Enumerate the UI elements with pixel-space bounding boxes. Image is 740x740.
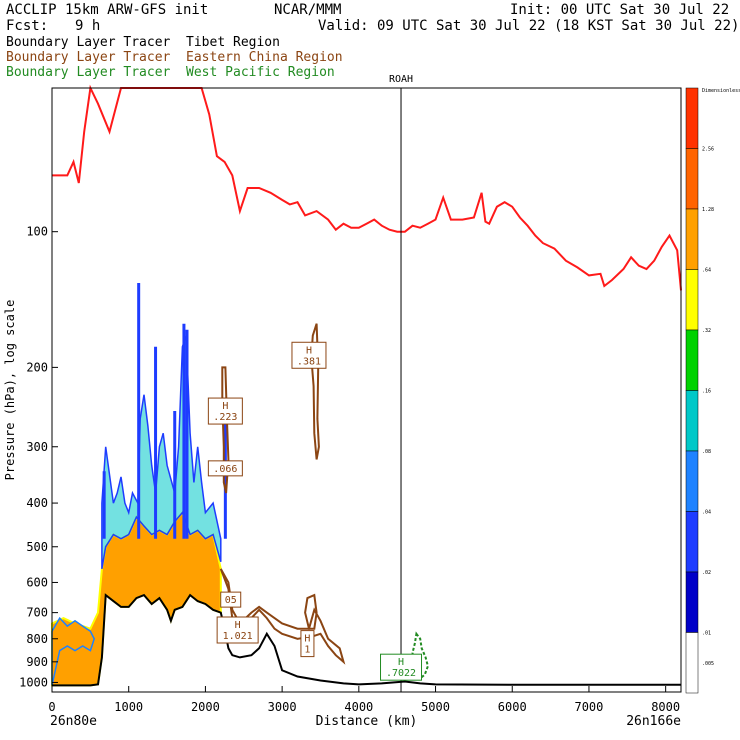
colorbar-label: .16 xyxy=(702,389,711,395)
maximum-label: H xyxy=(304,634,310,645)
init-time: Init: 00 UTC Sat 30 Jul 22 xyxy=(510,2,730,18)
y-tick-label: 700 xyxy=(26,606,48,620)
legend-prefix: Boundary Layer Tracer xyxy=(6,50,171,65)
colorbar-segment xyxy=(685,208,699,270)
model-title: ACCLIP 15km ARW-GFS init xyxy=(6,2,209,18)
legend-line-tibet: Boundary Layer Tracer Tibet Region xyxy=(6,36,280,50)
x-tick-label: 1000 xyxy=(114,700,143,714)
tropopause-line xyxy=(52,84,682,291)
maximum-label: H xyxy=(306,345,312,356)
colorbar-label: .08 xyxy=(702,449,711,455)
roah-marker-label: ROAH xyxy=(389,74,413,85)
right-endpoint-label: 26n166e xyxy=(626,714,681,729)
legend-line-eastern-china: Boundary Layer Tracer Eastern China Regi… xyxy=(6,51,343,65)
x-tick-label: 2000 xyxy=(191,700,220,714)
maximum-label: 05 xyxy=(225,595,237,606)
y-tick-label: 600 xyxy=(26,575,48,589)
valid-time: Valid: 09 UTC Sat 30 Jul 22 (18 KST Sat … xyxy=(318,18,740,34)
maximum-label: 1.021 xyxy=(223,631,253,642)
colorbar-label: .32 xyxy=(702,328,711,334)
colorbar-segment xyxy=(685,390,699,452)
legend-region: Tibet Region xyxy=(186,35,280,50)
colorbar-segment xyxy=(685,450,699,512)
colorbar-segment xyxy=(685,632,699,694)
y-tick-label: 1000 xyxy=(19,675,48,689)
plot-frame xyxy=(51,87,682,693)
colorbar-segment xyxy=(685,87,699,149)
tracer-fill-left xyxy=(51,616,96,686)
maximum-label: H xyxy=(398,657,404,668)
maximum-box xyxy=(207,460,243,477)
maximum-box xyxy=(207,397,243,425)
maximum-label: .381 xyxy=(297,356,321,367)
y-tick-label: 400 xyxy=(26,496,48,510)
maximum-label: 1 xyxy=(304,645,310,656)
left-endpoint-label: 26n80e xyxy=(50,714,97,729)
y-tick-label: 200 xyxy=(26,360,48,374)
maximum-label: .223 xyxy=(213,412,237,423)
colorbar-label: .01 xyxy=(702,631,711,637)
maximum-box xyxy=(220,591,242,608)
x-tick-label: 8000 xyxy=(651,700,680,714)
colorbar-label: .005 xyxy=(702,661,714,667)
y-tick-label: 300 xyxy=(26,440,48,454)
legend-prefix: Boundary Layer Tracer xyxy=(6,35,171,50)
maximum-box xyxy=(300,630,315,658)
maximum-label: .7022 xyxy=(386,668,416,679)
colorbar-segment xyxy=(685,269,699,331)
colorbar-label: 2.56 xyxy=(702,147,714,153)
maximum-label: .066 xyxy=(213,464,237,475)
colorbar-label: Dimensionless xyxy=(702,88,740,94)
x-tick-label: 3000 xyxy=(268,700,297,714)
maximum-box xyxy=(291,341,327,369)
colorbar-label: .02 xyxy=(702,570,711,576)
fcst-value: 9 h xyxy=(75,18,101,34)
legend-region: West Pacific Region xyxy=(186,65,335,80)
maximum-box xyxy=(380,653,423,681)
y-tick-label: 900 xyxy=(26,655,48,669)
legend-region: Eastern China Region xyxy=(186,50,343,65)
colorbar-segment xyxy=(685,511,699,573)
colorbar-segment xyxy=(685,148,699,210)
maximum-label: H xyxy=(235,620,241,631)
colorbar-segment xyxy=(685,571,699,633)
eastern-china-contour xyxy=(219,568,346,665)
maximum-box xyxy=(216,616,259,644)
y-tick-label: 500 xyxy=(26,540,48,554)
x-tick-label: 7000 xyxy=(574,700,603,714)
eastern-china-contour xyxy=(304,593,318,630)
colorbar-label: .64 xyxy=(702,268,711,274)
legend-prefix: Boundary Layer Tracer xyxy=(6,65,171,80)
y-axis-label: Pressure (hPa), log scale xyxy=(3,300,17,481)
x-axis-label: Distance (km) xyxy=(316,714,418,729)
x-tick-label: 0 xyxy=(48,700,55,714)
terrain-line xyxy=(52,593,681,687)
x-tick-label: 6000 xyxy=(498,700,527,714)
y-tick-label: 100 xyxy=(26,225,48,239)
colorbar-label: 1.28 xyxy=(702,207,714,213)
y-tick-label: 800 xyxy=(26,632,48,646)
x-tick-label: 5000 xyxy=(421,700,450,714)
maximum-label: H xyxy=(222,401,228,412)
org-label: NCAR/MMM xyxy=(274,2,342,18)
colorbar-label: .04 xyxy=(702,510,711,516)
legend-line-west-pacific: Boundary Layer Tracer West Pacific Regio… xyxy=(6,66,335,80)
west-pacific-contour xyxy=(411,631,429,680)
colorbar-segment xyxy=(685,329,699,391)
x-tick-label: 4000 xyxy=(344,700,373,714)
fcst-label: Fcst: xyxy=(6,18,49,34)
